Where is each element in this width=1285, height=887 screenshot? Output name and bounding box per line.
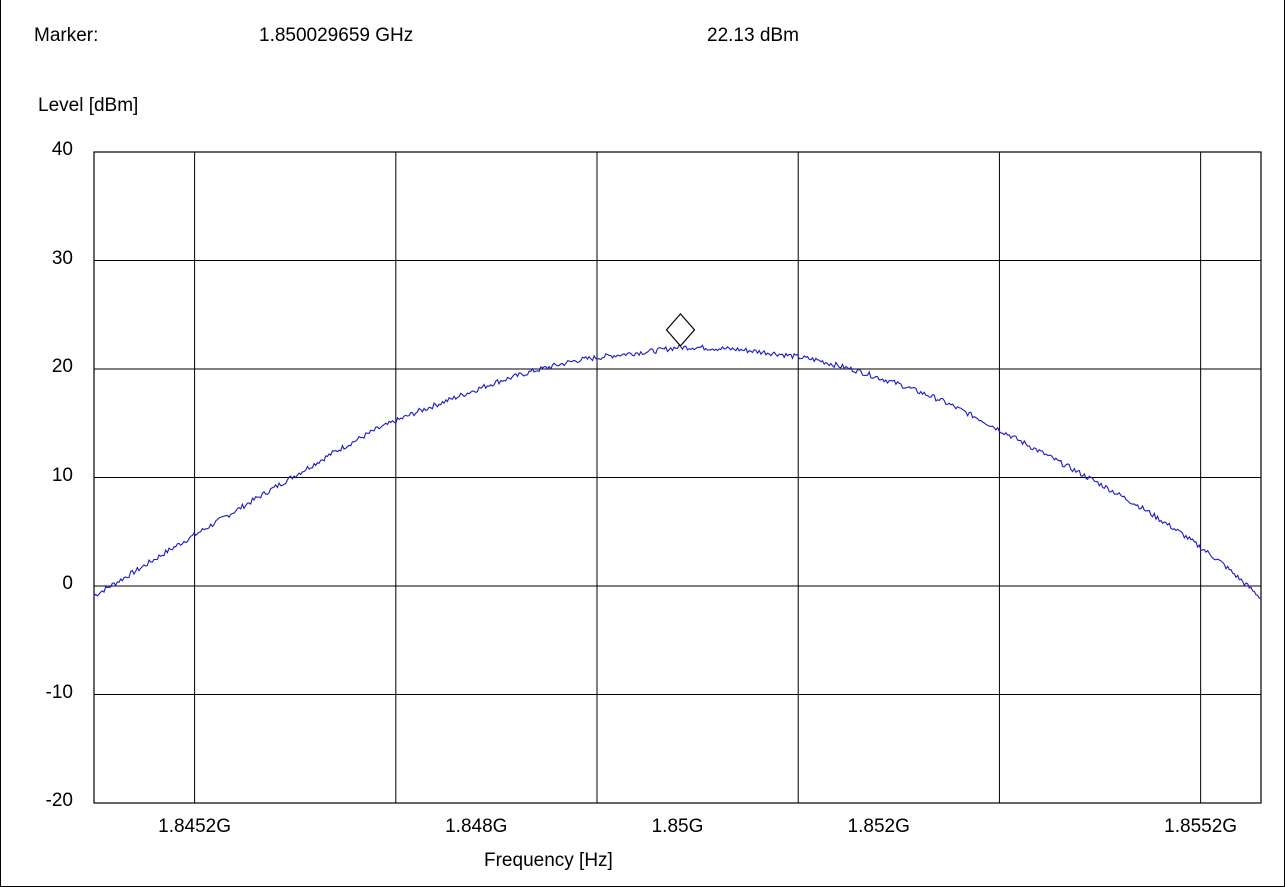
marker-diamond-icon (665, 312, 696, 347)
x-tick-label: 1.848G (445, 816, 508, 837)
marker-frequency: 1.850029659 GHz (259, 25, 414, 46)
y-tick-label: -10 (45, 681, 73, 703)
x-tick-label: 1.85G (651, 816, 704, 837)
x-tick-label: 1.852G (847, 816, 910, 837)
y-axis-label: Level [dBm] (38, 95, 139, 116)
y-tick-label: -20 (45, 790, 73, 811)
marker-label: Marker: (34, 25, 99, 46)
x-axis-label: Frequency [Hz] (484, 850, 613, 871)
level-trace-line (93, 343, 1262, 599)
y-tick-label: 0 (62, 573, 73, 594)
y-tick-label: 20 (51, 356, 73, 377)
y-tick-label: 10 (51, 464, 73, 486)
y-tick-label: 40 (51, 139, 73, 160)
marker-level: 22.13 dBm (707, 25, 799, 46)
x-tick-label: 1.8452G (158, 816, 232, 837)
y-tick-label: 30 (51, 247, 73, 269)
x-tick-label: 1.8552G (1164, 816, 1238, 837)
